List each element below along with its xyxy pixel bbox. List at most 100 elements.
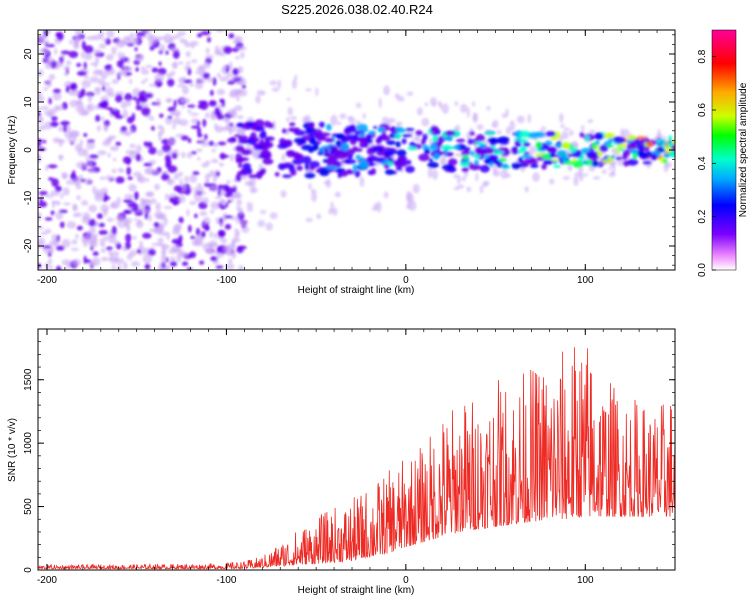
spectrogram-noise-cell (38, 107, 44, 111)
spectrogram-noise-cell (169, 256, 176, 262)
spectrogram-noise-cell (50, 116, 58, 121)
spectrogram-noise-cell (325, 178, 331, 189)
spectrogram-noise-cell (175, 113, 180, 118)
spectrogram-noise-cell (80, 50, 85, 59)
spectrogram-noise-cell (165, 264, 171, 270)
spectrogram-noise-cell (135, 105, 143, 111)
spectrogram-noise-cell (38, 92, 43, 97)
spectrogram-noise-cell (114, 258, 125, 264)
spectrogram-noise-cell (141, 30, 152, 34)
spectrogram-noise-cell (134, 47, 138, 52)
spectrogram-noise-cell (86, 140, 96, 150)
spectrogram-noise-cell (187, 68, 192, 76)
spectrogram-noise-cell (189, 174, 198, 183)
spectrogram-noise-cell (191, 239, 199, 246)
spectrogram-noise-cell (187, 109, 192, 114)
spectrogram-noise-cell (101, 187, 108, 195)
spectrogram-noise-cell (179, 178, 183, 185)
spectrogram-band-cell (452, 145, 460, 150)
spectrogram-band-cell (613, 136, 626, 144)
spectrogram-noise-cell (104, 65, 111, 70)
spectrogram-noise-cell (186, 209, 190, 217)
spectrogram-noise-cell (198, 64, 204, 71)
spectrogram-noise-cell (219, 198, 226, 206)
spectrogram-noise-cell (202, 217, 211, 226)
spectrogram-noise-cell (416, 107, 423, 116)
spectrogram-noise-cell (171, 62, 178, 69)
spectrogram-noise-cell (54, 48, 58, 55)
spectrogram-noise-cell (232, 107, 236, 114)
snr-y-tick-label: 1000 (23, 432, 34, 455)
spectrogram-band-cell (615, 148, 621, 154)
spectrogram-noise-cell (471, 101, 476, 107)
spectrogram-noise-cell (38, 263, 42, 269)
spectrogram-noise-cell (190, 235, 196, 240)
spectrogram-noise-cell (280, 190, 287, 198)
spectrogram-noise-cell (43, 87, 49, 91)
spectrogram-noise-cell (59, 221, 65, 229)
spectrogram-noise-cell (561, 131, 569, 140)
spectrogram-noise-cell (161, 250, 166, 258)
spectrogram-noise-cell (387, 117, 396, 124)
spectrogram-noise-cell (125, 233, 132, 243)
spectrogram-band-cell (237, 157, 250, 162)
spectrogram-texture (38, 30, 675, 270)
spectrogram-noise-cell (256, 89, 265, 96)
spectrogram-band-cell (348, 154, 354, 159)
spectrogram-band-cell (237, 163, 243, 168)
spectrogram-noise-cell (83, 61, 87, 70)
spectrogram-noise-cell (259, 209, 267, 214)
spectrogram-noise-cell (294, 74, 298, 81)
spectrogram-noise-cell (95, 114, 101, 122)
spectrogram-band-cell (395, 141, 401, 148)
spectrogram-noise-cell (127, 203, 135, 208)
spectrogram-noise-cell (528, 145, 537, 154)
spectrogram-noise-cell (209, 230, 214, 238)
spectrogram-band-cell (254, 119, 265, 128)
spectrogram-noise-cell (381, 116, 389, 126)
spectrogram-band-cell (637, 153, 647, 157)
spectrogram-band-cell (595, 140, 600, 146)
spectrogram-noise-cell (234, 191, 241, 196)
spectrogram-band-cell (622, 149, 631, 157)
spectrogram-noise-cell (173, 185, 183, 192)
spectrogram-band-cell (626, 135, 637, 141)
spectrogram-noise-cell (290, 116, 298, 121)
spectrogram-noise-cell (194, 186, 205, 194)
spectrogram-noise-cell (38, 153, 41, 163)
spectrogram-noise-cell (115, 141, 122, 147)
spectrogram-band-cell (396, 149, 407, 157)
spectrogram-noise-cell (176, 254, 182, 263)
spectrogram-noise-cell (315, 87, 319, 97)
spectrogram-band-cell (326, 165, 338, 170)
colorbar: 0.0 0.2 0.4 0.6 0.8 Normalized spectral ampl… (697, 29, 749, 277)
spectrogram-noise-cell (83, 75, 90, 79)
colorbar-tick-label: 0.8 (697, 49, 708, 63)
spectrogram-x-ticks: -200 -100 0 100 (37, 30, 676, 286)
spectrogram-noise-cell (68, 130, 79, 138)
spectrogram-noise-cell (124, 209, 130, 214)
spectrogram-band-cell (582, 160, 588, 165)
spectrogram-band-cell (352, 164, 358, 173)
spectrogram-noise-cell (174, 223, 182, 230)
spectrogram-noise-cell (213, 232, 218, 239)
spectrogram-band-cell (281, 128, 287, 134)
spectrogram-noise-cell (172, 228, 181, 236)
spectrogram-noise-cell (336, 121, 342, 126)
spectrogram-noise-cell (83, 148, 89, 158)
spectrogram-noise-cell (116, 60, 124, 68)
spectrogram-noise-cell (516, 115, 525, 124)
spectrogram-noise-cell (355, 102, 362, 109)
spectrogram-noise-cell (237, 115, 244, 120)
spectrogram-noise-cell (118, 168, 125, 173)
spectrogram-noise-cell (115, 215, 125, 222)
spectrogram-noise-cell (50, 210, 55, 216)
spectrogram-noise-cell (216, 104, 227, 108)
spectrogram-noise-cell (185, 61, 191, 65)
spectrogram-noise-cell (161, 261, 166, 269)
spectrogram-noise-cell (135, 153, 141, 162)
spectrogram-band-cell (373, 126, 378, 130)
spectrogram-band-cell (237, 170, 249, 176)
spectrogram-noise-cell (98, 229, 108, 235)
spectrogram-noise-cell (93, 49, 102, 55)
